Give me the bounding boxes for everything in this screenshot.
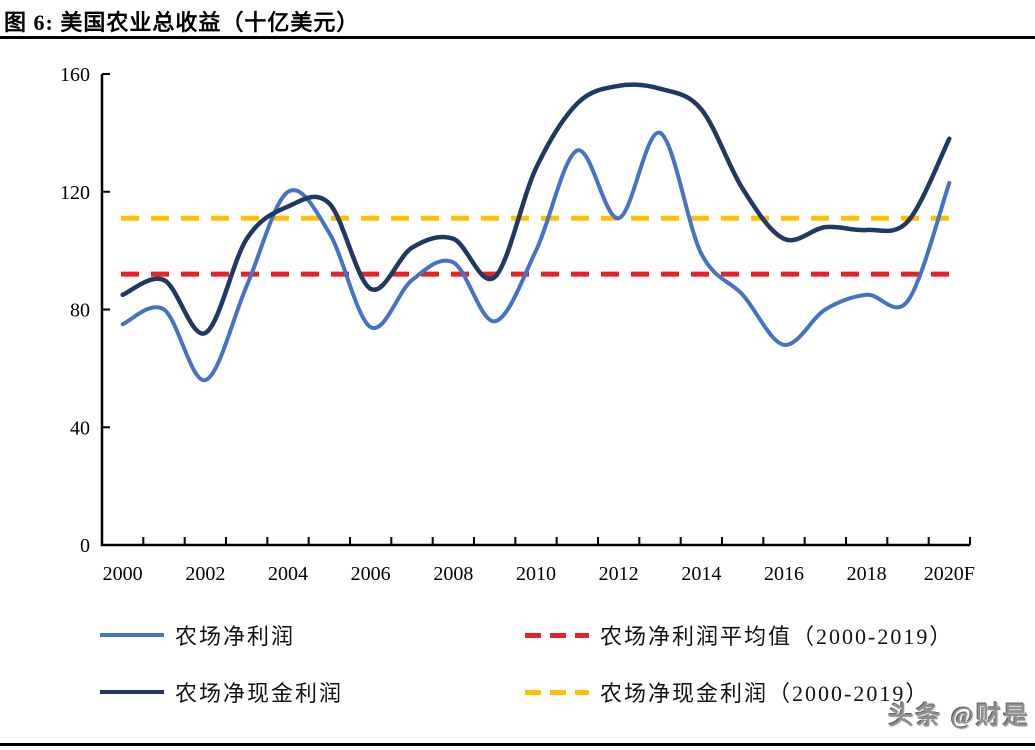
y-tick-label: 80 — [70, 300, 90, 322]
x-tick-label: 2008 — [433, 563, 473, 585]
x-tick-label: 2010 — [516, 563, 556, 585]
y-tick-label: 120 — [60, 182, 90, 204]
x-tick-label: 2000 — [103, 563, 143, 585]
y-tick-label: 40 — [70, 417, 90, 439]
net-cash-income-average-swatch — [525, 689, 589, 695]
legend-label: 农场净现金利润 — [175, 681, 344, 706]
legend-item-net-cash-income-average: 农场净现金利润（2000-2019） — [525, 676, 929, 708]
legend-label: 农场净现金利润（2000-2019） — [600, 681, 930, 706]
x-tick-label: 2004 — [268, 563, 308, 585]
axis-lines — [100, 74, 970, 547]
net-income-average-swatch — [525, 632, 589, 638]
y-tick-label: 160 — [60, 64, 90, 86]
net-income-swatch — [100, 633, 164, 637]
legend-item-net-cash-income: 农场净现金利润 — [100, 676, 343, 708]
y-tick-label: 0 — [80, 535, 90, 557]
legend-label: 农场净利润 — [175, 624, 296, 649]
x-tick-label: 2014 — [681, 563, 721, 585]
x-tick-label: 2002 — [185, 563, 225, 585]
x-tick-label: 2020F — [924, 563, 975, 585]
farm-net-cash-income-line — [120, 82, 952, 336]
title-divider — [0, 36, 1035, 39]
x-tick-label: 2006 — [351, 563, 391, 585]
legend-label: 农场净利润平均值（2000-2019） — [600, 624, 954, 649]
farm-net-income-line — [120, 130, 952, 383]
legend-item-net-income: 农场净利润 — [100, 619, 295, 651]
bottom-divider — [0, 743, 1035, 746]
figure-title: 图 6: 美国农业总收益（十亿美元） — [4, 10, 360, 35]
x-tick-label: 2016 — [764, 563, 804, 585]
legend-item-net-income-average: 农场净利润平均值（2000-2019） — [525, 619, 953, 651]
x-tick-label: 2018 — [847, 563, 887, 585]
watermark: 头条 @财是 — [888, 703, 1030, 730]
x-tick-label: 2012 — [599, 563, 639, 585]
net-cash-income-swatch — [100, 690, 164, 694]
